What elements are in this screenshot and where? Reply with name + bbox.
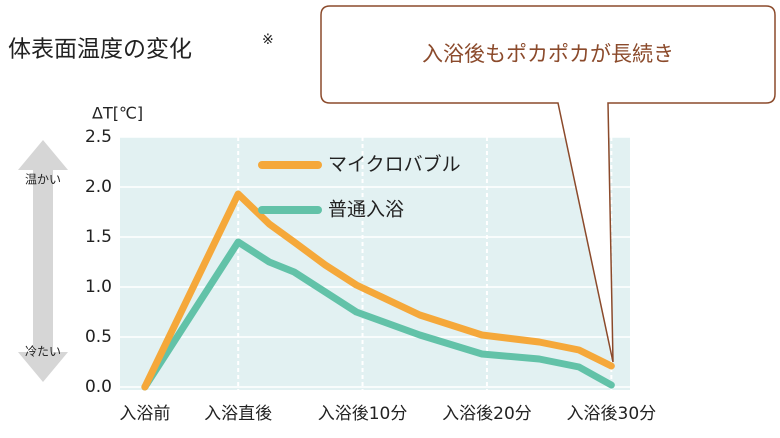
legend-label: 普通入浴 xyxy=(328,199,404,221)
series-line xyxy=(141,190,615,391)
double-arrow xyxy=(18,140,68,382)
y-tick-label: 1.5 xyxy=(85,227,112,247)
x-tick-label: 入浴後30分 xyxy=(567,404,657,424)
callout: 入浴後もポカポカが長続き xyxy=(320,5,776,363)
y-tick-label: 2.5 xyxy=(85,127,112,147)
chart-title: 体表面温度の変化 xyxy=(8,37,192,63)
legend-label: マイクロバブル xyxy=(328,153,461,176)
title-mark: ※ xyxy=(262,32,274,48)
x-tick-label: 入浴後10分 xyxy=(318,404,408,424)
cold-label: 冷たい xyxy=(25,345,61,359)
warm-label: 温かい xyxy=(25,173,61,187)
x-tick-label: 入浴後20分 xyxy=(442,404,532,424)
y-tick-label: 2.0 xyxy=(85,177,112,197)
ticks: 0.0 0.5 1.0 1.5 2.0 2.5 入浴前 入浴直後 入浴後10分 入浴後20分 入浴後… xyxy=(85,127,656,424)
y-tick-label: 1.0 xyxy=(85,277,112,297)
y-tick-label: 0.0 xyxy=(85,377,112,397)
lines xyxy=(141,190,615,391)
x-tick-label: 入浴直後 xyxy=(204,404,272,424)
callout-text: 入浴後もポカポカが長続き xyxy=(422,42,674,66)
x-tick-label: 入浴前 xyxy=(119,404,170,424)
warm-cold-arrow: 温かい 冷たい xyxy=(18,140,68,382)
y-axis-label: ΔT[℃] xyxy=(92,104,143,123)
callout-box xyxy=(320,5,776,363)
y-tick-label: 0.5 xyxy=(85,327,112,347)
series-line xyxy=(141,238,615,391)
